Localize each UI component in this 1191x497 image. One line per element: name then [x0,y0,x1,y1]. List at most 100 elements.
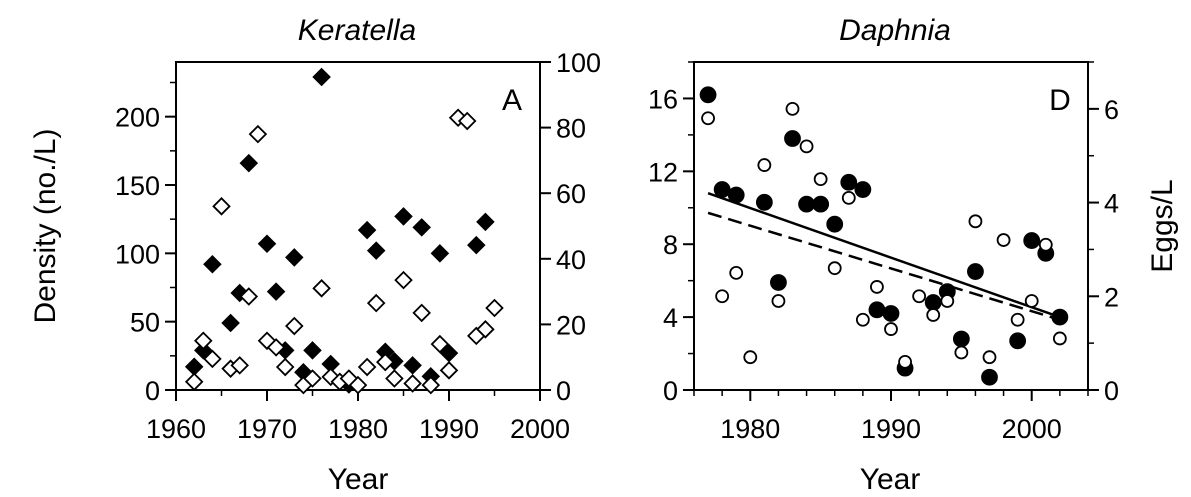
daphnia-open-circle-point [701,111,715,126]
daphnia-title: Daphnia [839,14,951,47]
keratella-open-diamond-point [348,375,368,395]
daphnia-open-circle-point [771,294,786,308]
keratella-y2-tick-label: 60 [556,179,586,209]
keratella-filled-diamond-point [467,235,486,255]
daphnia-open-circle-point [912,289,927,304]
keratella-panel: Keratella A Density (no./L) Year 1960 197… [29,14,601,496]
daphnia-x-tick-label: 1980 [720,414,780,444]
keratella-x-axis-label: Year [328,463,389,496]
daphnia-open-circle-point [968,214,983,229]
keratella-filled-diamond-point [194,341,213,360]
daphnia-y2-tick-label: 2 [1104,282,1119,312]
daphnia-x-axis-label: Year [860,463,921,496]
daphnia-panel: Daphnia D Eggs/L Year 1980 1990 2000048121… [648,14,1179,496]
keratella-filled-diamond-point [221,313,240,333]
daphnia-open-circle-point [996,233,1011,247]
daphnia-y-tick-label: 0 [663,376,678,406]
daphnia-filled-circle-point [1023,232,1041,249]
keratella-open-diamond-point [457,111,477,131]
keratella-marks [184,67,504,395]
daphnia-filled-circle-point [784,130,801,147]
daphnia-y2-axis-label: Eggs/L [1146,179,1179,272]
keratella-x-tick-label: 1960 [146,414,206,444]
keratella-y-tick-label: 100 [115,239,160,269]
keratella-filled-diamond-point [257,234,277,254]
daphnia-filled-circle-point [967,263,984,280]
keratella-open-diamond-point [403,374,422,393]
keratella-filled-diamond-point [357,220,377,240]
keratella-title: Keratella [298,14,416,47]
keratella-open-diamond-point [285,316,304,336]
daphnia-filled-circle-point [713,181,731,198]
daphnia-open-circle-point [1052,331,1067,346]
keratella-filled-diamond-point [312,67,331,87]
daphnia-y-tick-label: 16 [648,84,678,114]
keratella-filled-diamond-point [285,248,304,267]
daphnia-filled-circle-point [882,305,900,322]
keratella-y2-tick-label: 100 [556,48,601,78]
keratella-filled-diamond-point [303,341,322,360]
keratella-open-diamond-point [194,331,213,351]
keratella-y-tick-label: 150 [115,171,160,201]
daphnia-x-tick-label: 2000 [1002,414,1062,444]
daphnia-marks [699,86,1069,386]
keratella-open-diamond-point [239,287,259,306]
keratella-filled-diamond-point [476,212,495,232]
keratella-filled-diamond-point [430,244,450,263]
daphnia-open-circle-point [982,350,997,365]
keratella-open-diamond-point [230,356,249,375]
daphnia-open-circle-point [884,322,898,336]
keratella-y2-tick-label: 0 [556,376,571,406]
keratella-open-diamond-point [439,361,459,380]
daphnia-y2-tick-label: 0 [1104,376,1119,406]
daphnia-open-circle-point [870,280,884,294]
keratella-open-diamond-point [476,320,495,339]
daphnia-open-circle-point [1024,294,1039,308]
keratella-open-diamond-point [385,369,404,388]
keratella-open-diamond-point [212,197,231,216]
keratella-open-diamond-point [303,369,322,388]
keratella-y-tick-label: 50 [130,308,160,338]
keratella-filled-diamond-point [203,254,222,274]
daphnia-open-circle-point [841,190,856,205]
keratella-y-axis-label: Density (no./L) [29,128,62,323]
daphnia-open-circle-point [743,350,758,365]
daphnia-filled-circle-point [868,301,886,319]
daphnia-open-circle-point [1010,312,1025,327]
daphnia-y-tick-label: 12 [648,157,678,187]
daphnia-open-circle-point [813,172,828,187]
keratella-y-tick-label: 0 [145,376,160,406]
daphnia-open-circle-point [757,158,772,172]
daphnia-open-circle-point [715,289,730,304]
daphnia-open-circle-point [785,101,800,116]
daphnia-y2-tick-label: 4 [1104,189,1119,219]
keratella-filled-diamond-point [266,282,286,301]
keratella-open-diamond-point [275,357,295,377]
daphnia-ticks: 1980 1990 2000 0 4 8 12 16 0 2 4 6 [648,61,1119,444]
keratella-y-tick-label: 200 [115,103,160,133]
keratella-y2-tick-label: 40 [556,245,586,275]
daphnia-filled-circle-point [770,274,787,291]
daphnia-filled-circle-point [826,215,844,233]
keratella-open-diamond-point [421,375,441,395]
daphnia-open-circle-point [954,345,969,360]
keratella-open-diamond-point [312,279,331,298]
daphnia-open-circle-point [926,308,941,322]
keratella-x-tick-label: 2000 [510,414,570,444]
keratella-open-diamond-point [485,298,504,318]
keratella-open-diamond-point [357,357,377,377]
daphnia-solid-regression-line [707,192,1061,319]
keratella-open-diamond-point [203,349,222,369]
daphnia-filled-circle-point [952,330,970,348]
daphnia-panel-label: D [1049,84,1071,117]
daphnia-y2-tick-label: 6 [1104,95,1119,125]
keratella-open-diamond-point [430,334,450,354]
keratella-filled-diamond-point [366,241,386,260]
keratella-open-diamond-point [394,270,413,290]
keratella-y2-tick-label: 80 [556,114,586,144]
keratella-open-diamond-point [248,124,268,144]
keratella-y2-tick-label: 20 [556,310,586,340]
daphnia-dashed-regression-line [707,211,1061,321]
keratella-ticks: 1960 1970 1980 1990 200005010015020002040608… [115,48,601,444]
